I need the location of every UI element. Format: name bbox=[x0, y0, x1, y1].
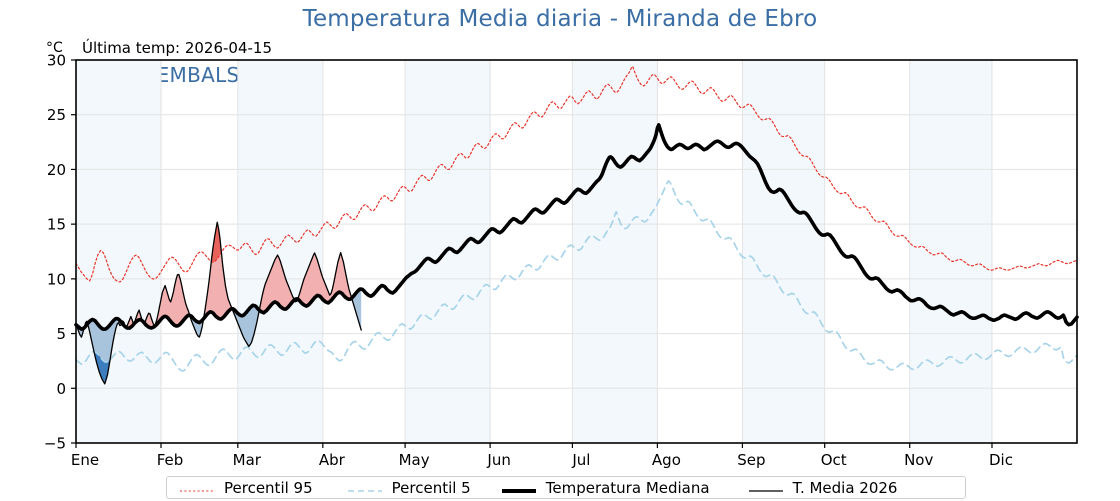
x-tick-label: Abr bbox=[319, 451, 346, 469]
legend-item-percentil-5[interactable]: Percentil 5 bbox=[347, 479, 471, 497]
anomaly-fills bbox=[77, 222, 362, 384]
chart-legend: Percentil 95 Percentil 5 Temperatura Med… bbox=[166, 476, 966, 499]
y-tick-label: 5 bbox=[56, 325, 66, 343]
legend-item-percentil-95[interactable]: Percentil 95 bbox=[179, 479, 313, 497]
x-tick-label: Dic bbox=[989, 451, 1013, 469]
page-title: Temperatura Media diaria - Miranda de Eb… bbox=[302, 6, 818, 32]
axis-tick-labels: −5 0 5 10 15 20 25 30 Ene Feb Mar Abr May Jun Jul Ago Se… bbox=[44, 52, 1013, 470]
legend-label-t-media-2026: T. Media 2026 bbox=[792, 478, 898, 497]
y-tick-label: 15 bbox=[47, 216, 66, 234]
y-tick-label: 10 bbox=[47, 270, 66, 288]
x-tick-label: Ago bbox=[652, 451, 681, 469]
legend-label-temperatura-mediana: Temperatura Mediana bbox=[545, 478, 710, 497]
x-tick-label: Jul bbox=[571, 451, 590, 469]
y-tick-label: 0 bbox=[56, 380, 66, 398]
legend-swatch-temperatura-mediana bbox=[501, 482, 537, 494]
data-series bbox=[74, 65, 1079, 385]
x-tick-label: May bbox=[399, 451, 430, 469]
x-tick-label: Sep bbox=[737, 451, 765, 469]
legend-swatch-percentil-95 bbox=[179, 482, 215, 494]
legend-label-percentil-5: Percentil 5 bbox=[391, 478, 471, 497]
y-tick-label: −5 bbox=[44, 435, 66, 453]
month-background-bands bbox=[76, 60, 992, 443]
axis-frame bbox=[75, 59, 1078, 444]
y-tick-label: 30 bbox=[47, 52, 66, 70]
legend-swatch-percentil-5 bbox=[347, 482, 383, 494]
last-temp-label: Última temp: 2026-04-15 bbox=[82, 39, 273, 57]
legend-swatch-t-media-2026 bbox=[748, 482, 784, 494]
legend-label-percentil-95: Percentil 95 bbox=[224, 478, 313, 497]
legend-item-temperatura-mediana[interactable]: Temperatura Mediana bbox=[501, 479, 710, 497]
legend-item-t-media-2026[interactable]: T. Media 2026 bbox=[748, 478, 898, 497]
x-tick-label: Jun bbox=[486, 451, 510, 469]
y-axis-unit-label: °C bbox=[46, 40, 63, 56]
x-tick-label: Feb bbox=[157, 451, 184, 469]
y-tick-label: 20 bbox=[47, 161, 66, 179]
y-tick-label: 25 bbox=[47, 106, 66, 124]
x-tick-label: Oct bbox=[821, 451, 847, 469]
x-tick-label: Ene bbox=[71, 451, 99, 469]
x-tick-label: Nov bbox=[904, 451, 933, 469]
x-tick-label: Mar bbox=[233, 451, 262, 469]
